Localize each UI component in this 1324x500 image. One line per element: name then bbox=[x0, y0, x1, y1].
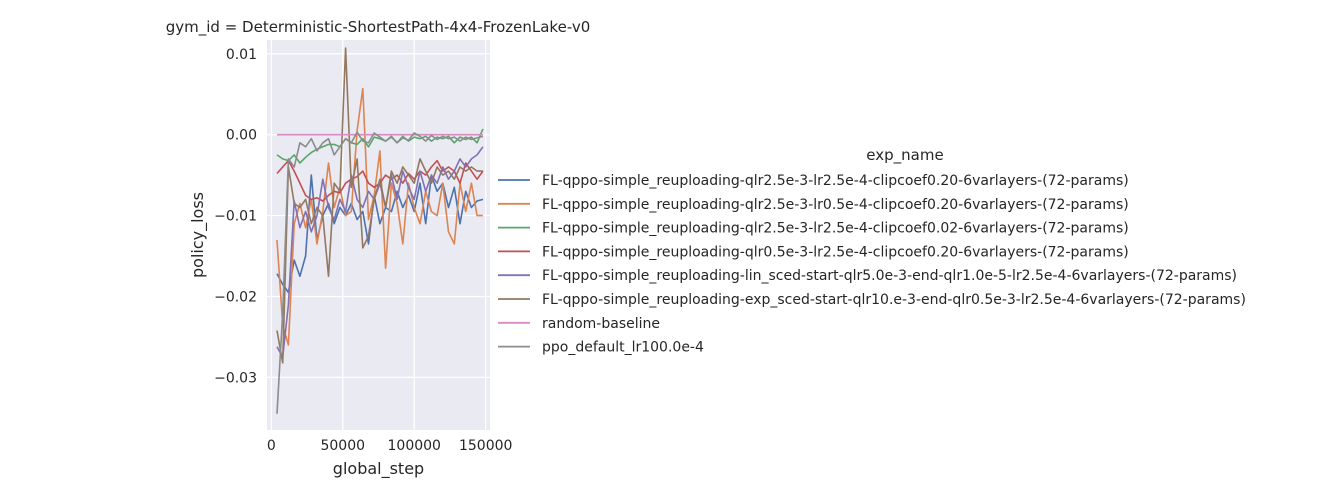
y-axis-ticks: −0.03 −0.02 −0.01 0.00 0.01 bbox=[214, 47, 257, 387]
x-tick-label: 100000 bbox=[388, 438, 441, 454]
legend-item: FL-qppo-simple_reuploading-qlr2.5e-3-lr2… bbox=[498, 221, 1129, 237]
series-line bbox=[276, 47, 483, 364]
chart-title: gym_id = Deterministic-ShortestPath-4x4-… bbox=[166, 18, 591, 37]
x-axis-ticks: 0 50000 100000 150000 bbox=[267, 438, 513, 454]
legend-label: FL-qppo-simple_reuploading-qlr2.5e-3-lr0… bbox=[542, 197, 1129, 213]
x-tick-label: 50000 bbox=[320, 438, 365, 454]
legend-item: FL-qppo-simple_reuploading-qlr2.5e-3-lr0… bbox=[498, 197, 1129, 213]
y-tick-label: 0.00 bbox=[226, 128, 257, 144]
series-line bbox=[276, 128, 484, 164]
legend-label: FL-qppo-simple_reuploading-lin_sced-star… bbox=[542, 268, 1237, 284]
series-line bbox=[276, 174, 484, 294]
y-tick-label: −0.02 bbox=[214, 289, 257, 305]
legend-item: FL-qppo-simple_reuploading-qlr0.5e-3-lr2… bbox=[498, 244, 1129, 260]
legend-label: FL-qppo-simple_reuploading-exp_sced-star… bbox=[542, 292, 1246, 308]
series-lines bbox=[276, 47, 484, 414]
x-tick-label: 0 bbox=[267, 438, 276, 454]
x-tick-label: 150000 bbox=[459, 438, 512, 454]
legend-item: FL-qppo-simple_reuploading-lin_sced-star… bbox=[498, 268, 1237, 284]
legend-items: FL-qppo-simple_reuploading-qlr2.5e-3-lr2… bbox=[498, 173, 1246, 356]
legend-label: FL-qppo-simple_reuploading-qlr0.5e-3-lr2… bbox=[542, 244, 1129, 260]
legend-label: FL-qppo-simple_reuploading-qlr2.5e-3-lr2… bbox=[542, 173, 1129, 189]
legend-label: ppo_default_lr100.0e-4 bbox=[542, 340, 704, 356]
plot-area bbox=[267, 40, 490, 430]
y-tick-label: −0.01 bbox=[214, 209, 257, 225]
y-axis-label: policy_loss bbox=[188, 192, 208, 278]
legend-item: ppo_default_lr100.0e-4 bbox=[498, 340, 704, 356]
series-line bbox=[276, 131, 484, 414]
y-tick-label: 0.01 bbox=[226, 47, 257, 63]
legend-label: random-baseline bbox=[542, 316, 660, 332]
legend-item: FL-qppo-simple_reuploading-exp_sced-star… bbox=[498, 292, 1246, 308]
legend-label: FL-qppo-simple_reuploading-qlr2.5e-3-lr2… bbox=[542, 221, 1129, 237]
legend-item: random-baseline bbox=[498, 316, 660, 332]
legend: exp_name FL-qppo-simple_reuploading-qlr2… bbox=[498, 146, 1246, 356]
y-tick-label: −0.03 bbox=[214, 370, 257, 386]
x-axis-label: global_step bbox=[333, 459, 424, 479]
legend-title: exp_name bbox=[866, 146, 943, 165]
legend-item: FL-qppo-simple_reuploading-qlr2.5e-3-lr2… bbox=[498, 173, 1129, 189]
